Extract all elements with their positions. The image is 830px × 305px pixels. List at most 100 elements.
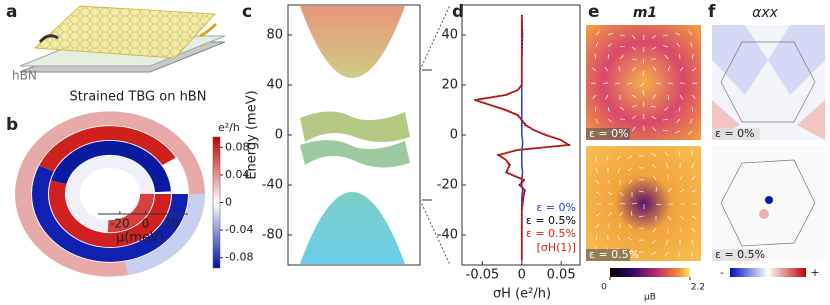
vector-arrow <box>652 34 657 39</box>
panel-label: a <box>6 2 17 22</box>
vector-arrow <box>595 191 601 195</box>
y-tick-label: -40 <box>262 178 283 193</box>
vector-arrow <box>595 118 599 124</box>
substrate-label: hBN <box>12 69 37 83</box>
label-bg <box>712 128 760 140</box>
vector-arrow <box>631 115 637 120</box>
vector-arrow <box>679 175 683 181</box>
legend-label: ε = 0% <box>536 201 576 214</box>
vector-arrow <box>618 66 621 72</box>
colorbar-tick-label: 0 <box>225 196 232 209</box>
x-axis-label: σH (e²/h) <box>493 287 551 302</box>
vector-arrow <box>665 239 669 245</box>
vector-arrow <box>675 130 681 134</box>
y-tick-label: 0 <box>275 128 283 143</box>
vector-arrow <box>591 67 597 72</box>
vector-arrow <box>605 94 609 100</box>
heatmap-spot <box>759 209 769 219</box>
vector-arrow <box>679 94 683 100</box>
heatmap <box>586 25 701 140</box>
vector-arrow <box>628 179 633 185</box>
panel-label: b <box>6 115 18 135</box>
y-tick-label: 40 <box>441 28 458 43</box>
panel-label: f <box>708 2 716 22</box>
vector-arrow <box>691 94 696 99</box>
colorbar-tick-label: 0.08 <box>225 140 250 153</box>
vector-arrow <box>679 215 685 220</box>
strain-arrow <box>199 22 218 38</box>
colorbar <box>212 136 221 269</box>
vector-arrow <box>691 106 694 113</box>
x-axis-label: μ(meV) <box>116 231 164 246</box>
vector-arrow <box>627 167 633 172</box>
vector-arrow <box>642 90 645 96</box>
vector-arrow <box>595 179 600 185</box>
vector-arrow <box>595 42 599 48</box>
vector-arrow <box>614 82 621 85</box>
heatmap-region <box>768 25 825 95</box>
vector-arrow <box>631 202 637 205</box>
vector-arrow <box>679 188 685 193</box>
colorbar-tick-label: -0.08 <box>225 251 253 264</box>
vector-arrow <box>604 66 609 72</box>
y-tick-label: 20 <box>441 78 458 93</box>
legend-note: [σH(1)] <box>537 241 576 254</box>
vector-arrow <box>664 251 669 257</box>
vector-arrow <box>640 82 645 87</box>
vector-arrow <box>607 212 613 217</box>
y-tick-label: 80 <box>266 28 283 43</box>
vector-arrow <box>631 105 637 108</box>
vector-arrow <box>691 54 694 60</box>
vector-arrow <box>651 116 657 120</box>
vector-arrow <box>595 106 597 113</box>
vector-arrow <box>652 94 657 99</box>
vector-arrow <box>617 235 621 241</box>
vector-arrow <box>653 175 657 181</box>
strain-arrow <box>38 34 59 43</box>
vector-arrow <box>607 223 611 229</box>
colorbar-label: + <box>810 266 819 279</box>
image-label: ε = 0.5% <box>589 248 639 261</box>
label-bg <box>586 128 630 140</box>
vector-arrow <box>627 155 633 159</box>
vector-arrow <box>619 55 624 60</box>
vector-arrow <box>607 43 612 48</box>
vector-arrow <box>617 167 621 173</box>
colorbar-tick-label: 0.04 <box>225 168 250 181</box>
vector-arrow <box>592 94 597 99</box>
vector-arrow <box>678 151 681 157</box>
vector-arrow <box>691 67 697 72</box>
vector-arrow <box>607 54 610 60</box>
vector-arrow <box>688 130 693 135</box>
vector-arrow <box>651 164 657 169</box>
x-tick-label: 0 <box>518 268 526 283</box>
vector-arrow <box>675 32 681 36</box>
vector-arrow <box>595 31 600 36</box>
y-tick-label: -80 <box>262 228 283 243</box>
vector-arrow <box>663 45 669 48</box>
vector-arrow <box>595 223 600 229</box>
vector-arrow <box>691 175 696 181</box>
heatmap-spot <box>765 196 773 204</box>
vector-arrow <box>651 239 657 244</box>
brillouin-zone <box>720 159 816 247</box>
colorbar-label: - <box>720 266 724 279</box>
vector-arrow <box>607 32 613 36</box>
vector-arrow <box>619 106 625 111</box>
y-axis-label: Energy (meV) <box>245 90 260 179</box>
legend-label: ε = 0.5% <box>526 214 576 227</box>
y-tick-label: -20 <box>437 178 458 193</box>
vector-arrow <box>664 54 669 60</box>
vector-arrow <box>655 203 662 206</box>
vector-arrow <box>642 58 645 65</box>
vector-arrow <box>639 190 645 193</box>
vector-arrow <box>631 94 637 98</box>
label-bg <box>712 249 760 261</box>
vector-arrow <box>678 251 681 257</box>
panel-title: αxx <box>752 5 779 21</box>
vector-arrow <box>631 46 637 51</box>
ring-map <box>15 111 205 277</box>
vector-arrow <box>663 118 669 121</box>
band-surface <box>300 192 405 264</box>
vector-arrow <box>691 189 697 193</box>
